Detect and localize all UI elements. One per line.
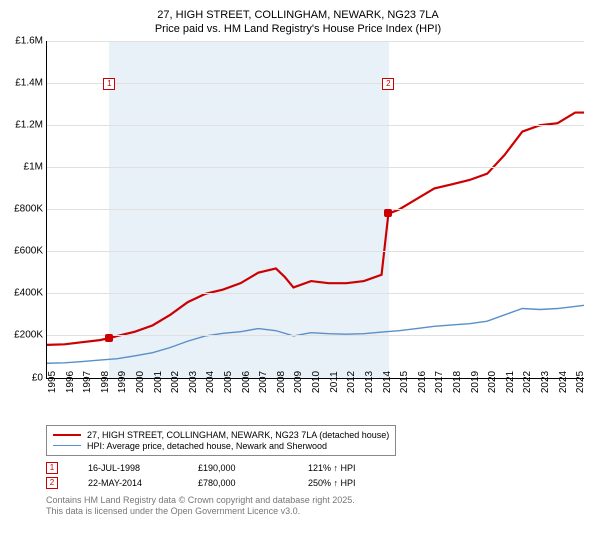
transaction-row: 1 16-JUL-1998 £190,000 121% ↑ HPI bbox=[46, 462, 588, 474]
legend: 27, HIGH STREET, COLLINGHAM, NEWARK, NG2… bbox=[46, 425, 396, 456]
y-tick-label: £600K bbox=[14, 246, 47, 257]
x-tick-label: 2007 bbox=[258, 370, 269, 392]
x-tick-label: 2001 bbox=[153, 370, 164, 392]
x-tick-label: 2004 bbox=[205, 370, 216, 392]
grid-line bbox=[47, 293, 584, 294]
title-address: 27, HIGH STREET, COLLINGHAM, NEWARK, NG2… bbox=[8, 8, 588, 22]
x-tick-label: 2023 bbox=[540, 370, 551, 392]
x-tick-label: 2020 bbox=[487, 370, 498, 392]
x-tick-label: 2019 bbox=[470, 370, 481, 392]
x-tick-label: 2024 bbox=[558, 370, 569, 392]
x-tick-label: 2025 bbox=[575, 370, 586, 392]
x-tick-label: 1995 bbox=[47, 370, 58, 392]
x-tick-label: 2012 bbox=[346, 370, 357, 392]
plot-area: £0£200K£400K£600K£800K£1M£1.2M£1.4M£1.6M… bbox=[46, 41, 584, 379]
y-tick-label: £800K bbox=[14, 204, 47, 215]
transaction-marker: 2 bbox=[46, 477, 58, 489]
footnote: Contains HM Land Registry data © Crown c… bbox=[46, 495, 588, 518]
footnote-line: This data is licensed under the Open Gov… bbox=[46, 506, 588, 517]
x-tick-label: 2002 bbox=[170, 370, 181, 392]
legend-label: HPI: Average price, detached house, Newa… bbox=[87, 441, 327, 451]
legend-swatch bbox=[53, 434, 81, 436]
chart-title: 27, HIGH STREET, COLLINGHAM, NEWARK, NG2… bbox=[8, 8, 588, 37]
transaction-price: £190,000 bbox=[198, 463, 278, 473]
y-tick-label: £1M bbox=[24, 161, 47, 172]
x-tick-label: 2022 bbox=[522, 370, 533, 392]
series-price_paid bbox=[47, 112, 584, 344]
grid-line bbox=[47, 251, 584, 252]
x-tick-label: 2006 bbox=[241, 370, 252, 392]
x-tick-label: 1998 bbox=[100, 370, 111, 392]
transaction-date: 22-MAY-2014 bbox=[88, 478, 168, 488]
transaction-price: £780,000 bbox=[198, 478, 278, 488]
y-tick-label: £1.6M bbox=[15, 35, 47, 46]
x-tick-label: 2005 bbox=[223, 370, 234, 392]
y-tick-label: £400K bbox=[14, 288, 47, 299]
x-tick-label: 2014 bbox=[382, 370, 393, 392]
x-tick-label: 2008 bbox=[276, 370, 287, 392]
x-tick-label: 2003 bbox=[188, 370, 199, 392]
x-tick-label: 1996 bbox=[65, 370, 76, 392]
marker-dot bbox=[105, 334, 113, 342]
plot-wrapper: £0£200K£400K£600K£800K£1M£1.2M£1.4M£1.6M… bbox=[46, 41, 584, 421]
legend-label: 27, HIGH STREET, COLLINGHAM, NEWARK, NG2… bbox=[87, 430, 389, 440]
x-tick-label: 2015 bbox=[399, 370, 410, 392]
grid-line bbox=[47, 41, 584, 42]
legend-item: 27, HIGH STREET, COLLINGHAM, NEWARK, NG2… bbox=[53, 430, 389, 440]
transaction-table: 1 16-JUL-1998 £190,000 121% ↑ HPI 2 22-MAY-20… bbox=[46, 462, 588, 489]
x-tick-label: 2009 bbox=[293, 370, 304, 392]
transaction-date: 16-JUL-1998 bbox=[88, 463, 168, 473]
grid-line bbox=[47, 125, 584, 126]
x-tick-label: 2013 bbox=[364, 370, 375, 392]
y-tick-label: £1.2M bbox=[15, 119, 47, 130]
chart-container: 27, HIGH STREET, COLLINGHAM, NEWARK, NG2… bbox=[0, 0, 600, 560]
x-tick-label: 2017 bbox=[434, 370, 445, 392]
footnote-line: Contains HM Land Registry data © Crown c… bbox=[46, 495, 588, 506]
marker-label: 1 bbox=[103, 78, 115, 90]
transaction-row: 2 22-MAY-2014 £780,000 250% ↑ HPI bbox=[46, 477, 588, 489]
x-tick-label: 2010 bbox=[311, 370, 322, 392]
grid-line bbox=[47, 167, 584, 168]
grid-line bbox=[47, 83, 584, 84]
transaction-delta: 121% ↑ HPI bbox=[308, 463, 388, 473]
y-tick-label: £0 bbox=[32, 372, 47, 383]
grid-line bbox=[47, 335, 584, 336]
legend-swatch bbox=[53, 445, 81, 446]
marker-label: 2 bbox=[382, 78, 394, 90]
x-tick-label: 2021 bbox=[505, 370, 516, 392]
transaction-marker: 1 bbox=[46, 462, 58, 474]
x-tick-label: 1997 bbox=[82, 370, 93, 392]
transaction-delta: 250% ↑ HPI bbox=[308, 478, 388, 488]
grid-line bbox=[47, 209, 584, 210]
x-tick-label: 2018 bbox=[452, 370, 463, 392]
x-tick-label: 1999 bbox=[117, 370, 128, 392]
x-tick-label: 2011 bbox=[329, 371, 340, 393]
marker-dot bbox=[384, 209, 392, 217]
y-tick-label: £1.4M bbox=[15, 77, 47, 88]
title-subtitle: Price paid vs. HM Land Registry's House … bbox=[8, 22, 588, 36]
y-tick-label: £200K bbox=[14, 330, 47, 341]
x-tick-label: 2016 bbox=[417, 370, 428, 392]
x-tick-label: 2000 bbox=[135, 370, 146, 392]
legend-item: HPI: Average price, detached house, Newa… bbox=[53, 441, 389, 451]
